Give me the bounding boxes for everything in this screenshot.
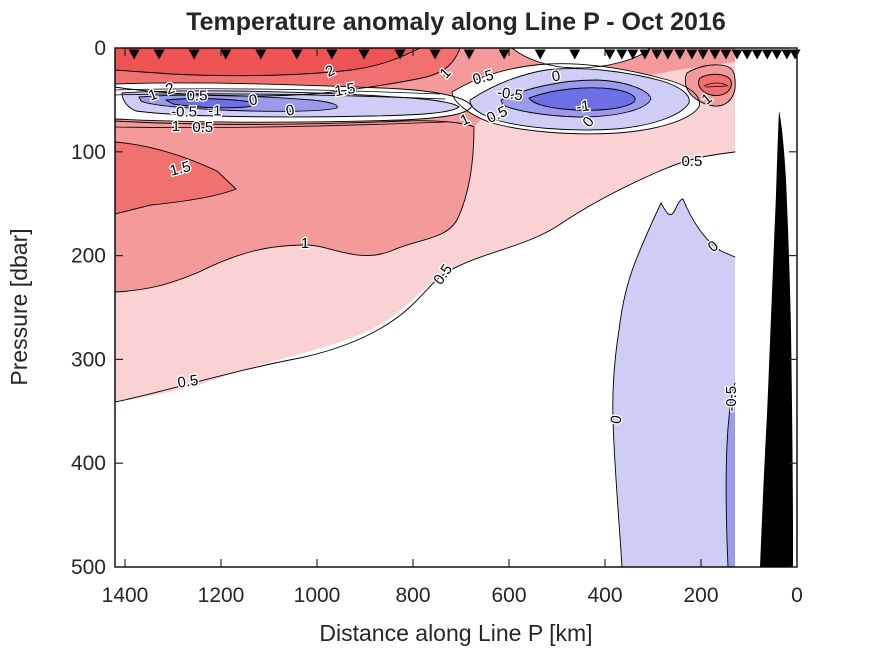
station-marker [686,49,698,60]
y-tick-label: 100 [71,141,106,164]
band-gt2 [115,48,420,76]
x-axis-label: Distance along Line P [km] [319,620,592,646]
contour-lines [115,48,736,567]
x-tick-label: 200 [683,584,718,607]
station-marker [255,49,267,60]
contour-label: -1 [208,102,221,119]
y-tick-label: 400 [71,452,106,475]
station-marker [291,49,303,60]
contour-label: 0.5 [681,153,702,170]
axes-box [114,47,798,568]
station-marker [616,49,628,60]
bathymetry-mask [760,111,793,567]
cold-layer-left-core [166,98,254,108]
coastal-warm-spot-1p5 [698,74,732,96]
contour-label: -1 [575,97,591,116]
station-marker [639,49,651,60]
station-marker [188,49,200,60]
x-tick-label: 1200 [198,584,245,607]
contour-label: -0.5 [496,84,524,104]
station-marker [326,49,338,60]
contour-label: 0.5 [176,372,199,392]
x-tick-label: 1000 [294,584,341,607]
station-marker [674,49,686,60]
x-tick-label: 1400 [102,584,149,607]
station-marker [731,49,743,60]
x-tick-label: 0 [791,584,803,607]
station-marker [429,49,441,60]
contour-label: 1 [172,118,180,135]
station-marker [627,49,639,60]
cold-blob-core [529,87,636,111]
station-marker [741,49,753,60]
station-marker [662,49,674,60]
y-tick-label: 200 [71,245,106,268]
station-marker [761,49,773,60]
station-marker [498,49,510,60]
chart-title: Temperature anomaly along Line P - Oct 2… [186,8,726,36]
contour-fill-bands [115,48,793,567]
axis-ticks [115,47,798,568]
x-tick-label: 400 [587,584,622,607]
contour-label: 0 [608,414,626,425]
contour-label: 1 [301,235,309,252]
contour-label: -0.5 [723,386,740,412]
band-0-0p5-surface-notch [512,48,650,68]
axis-tick-labels: 1400 1200 1000 800 600 400 200 0 0 100 200 300 400 50… [71,37,803,607]
contour-label: 1.5 [333,80,356,100]
station-marker [394,49,406,60]
station-marker [751,49,763,60]
contour-label: 0.5 [187,88,208,105]
y-tick-label: 0 [94,37,106,60]
y-axis-label: Pressure [dbar] [6,228,32,385]
station-marker [128,49,140,60]
station-marker [604,49,616,60]
x-tick-label: 600 [491,584,526,607]
y-tick-label: 500 [71,556,106,579]
station-marker [651,49,663,60]
station-marker [463,49,475,60]
station-marker [697,49,709,60]
station-marker-layer [128,49,801,60]
deep-cool-m0p5 [612,199,735,567]
station-marker [771,49,783,60]
station-marker [781,49,793,60]
station-marker [534,49,546,60]
station-marker [789,49,801,60]
station-marker [220,49,232,60]
station-marker [709,49,721,60]
station-marker [358,49,370,60]
x-tick-label: 800 [395,584,430,607]
contour-label: 0.5 [192,119,213,136]
station-marker [720,49,732,60]
contour-label: -0.5 [171,103,197,120]
y-tick-label: 300 [71,348,106,371]
station-marker [569,49,581,60]
station-marker [153,49,165,60]
warm-pocket-1p5 [115,142,236,214]
